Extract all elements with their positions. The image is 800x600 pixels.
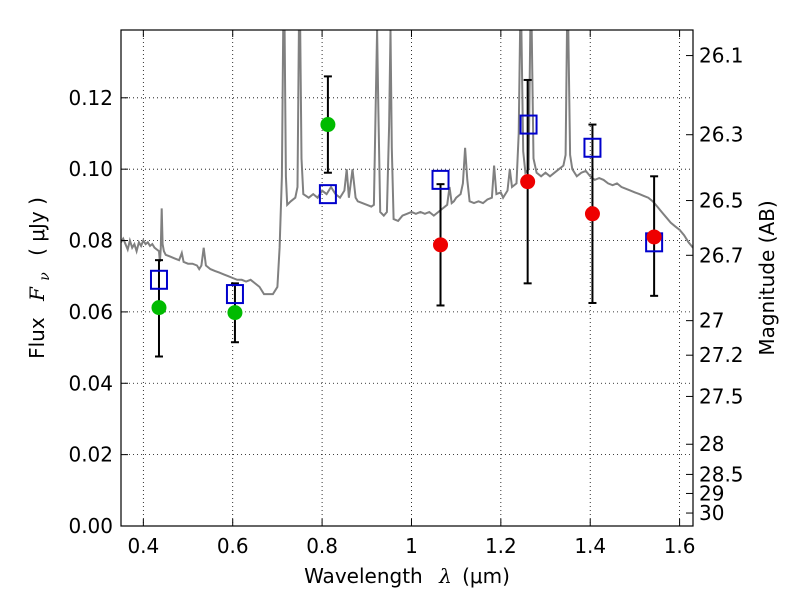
x-tick-label: 1.4 xyxy=(574,534,606,558)
x-axis-label-symbol: λ xyxy=(438,564,452,588)
model-square-marker xyxy=(149,269,168,290)
nir-data-point xyxy=(520,174,536,190)
y2-tick-label: 26.7 xyxy=(699,243,744,267)
y-tick-label: 0.12 xyxy=(68,86,113,110)
model-square-marker xyxy=(318,184,337,205)
y-axis-label-symbol: F xyxy=(25,286,49,302)
y-axis-label: Flux F ν ( μJy ) xyxy=(25,197,54,359)
model-square-marker xyxy=(583,137,602,158)
y-tick-label: 0.00 xyxy=(68,514,113,538)
plot-frame xyxy=(120,29,694,527)
markers xyxy=(149,114,664,321)
y2-tick-label: 27.5 xyxy=(699,384,744,408)
plot-area xyxy=(121,30,693,358)
y-axis-label-subscript: ν xyxy=(37,272,53,281)
nir-data-point xyxy=(646,229,662,245)
y2-tick-label: 26.3 xyxy=(699,123,744,147)
x-axis-label-unit: (μm) xyxy=(462,564,510,588)
y2-tick-label: 29 xyxy=(699,481,724,505)
x-tick-label: 1.6 xyxy=(664,534,696,558)
y-axis-label-prefix: Flux xyxy=(25,317,49,359)
optical-data-point xyxy=(320,117,336,133)
model-square-marker xyxy=(431,169,450,190)
x-axis-label: Wavelength λ (μm) xyxy=(304,564,510,588)
y2-tick-label: 28.5 xyxy=(699,462,744,486)
axis-ticks: 0.4 0.6 0.8 1 1.2 1.4 1.6 0.00 0.02 0.04 0.06 0.08 0… xyxy=(68,30,744,558)
x-tick-label: 1 xyxy=(405,534,418,558)
y2-axis-label: Magnitude (AB) xyxy=(755,200,779,355)
spectrum-line xyxy=(121,30,693,296)
model-square-marker xyxy=(519,114,538,135)
y2-tick-label: 27.2 xyxy=(699,343,744,367)
model-square-marker xyxy=(225,284,244,305)
y-tick-label: 0.06 xyxy=(68,300,113,324)
y-tick-label: 0.02 xyxy=(68,443,113,467)
y2-tick-label: 26.5 xyxy=(699,189,744,213)
nir-data-point xyxy=(584,206,600,222)
grid xyxy=(121,30,693,527)
y-axis-label-unit: ( μJy ) xyxy=(25,197,49,256)
y2-tick-label: 27 xyxy=(699,309,724,333)
y-tick-label: 0.10 xyxy=(68,157,113,181)
optical-data-point xyxy=(227,305,243,321)
y-tick-label: 0.04 xyxy=(68,371,113,395)
x-axis-label-prefix: Wavelength xyxy=(304,564,423,588)
x-tick-label: 1.2 xyxy=(485,534,517,558)
nir-data-point xyxy=(433,237,449,253)
y-tick-label: 0.08 xyxy=(68,229,113,253)
x-tick-label: 0.6 xyxy=(217,534,249,558)
y2-tick-label: 30 xyxy=(699,501,724,525)
y2-tick-label: 26.1 xyxy=(699,44,744,68)
optical-data-point xyxy=(151,300,167,316)
x-tick-label: 0.8 xyxy=(306,534,338,558)
x-tick-label: 0.4 xyxy=(127,534,159,558)
y2-tick-label: 28 xyxy=(699,432,724,456)
